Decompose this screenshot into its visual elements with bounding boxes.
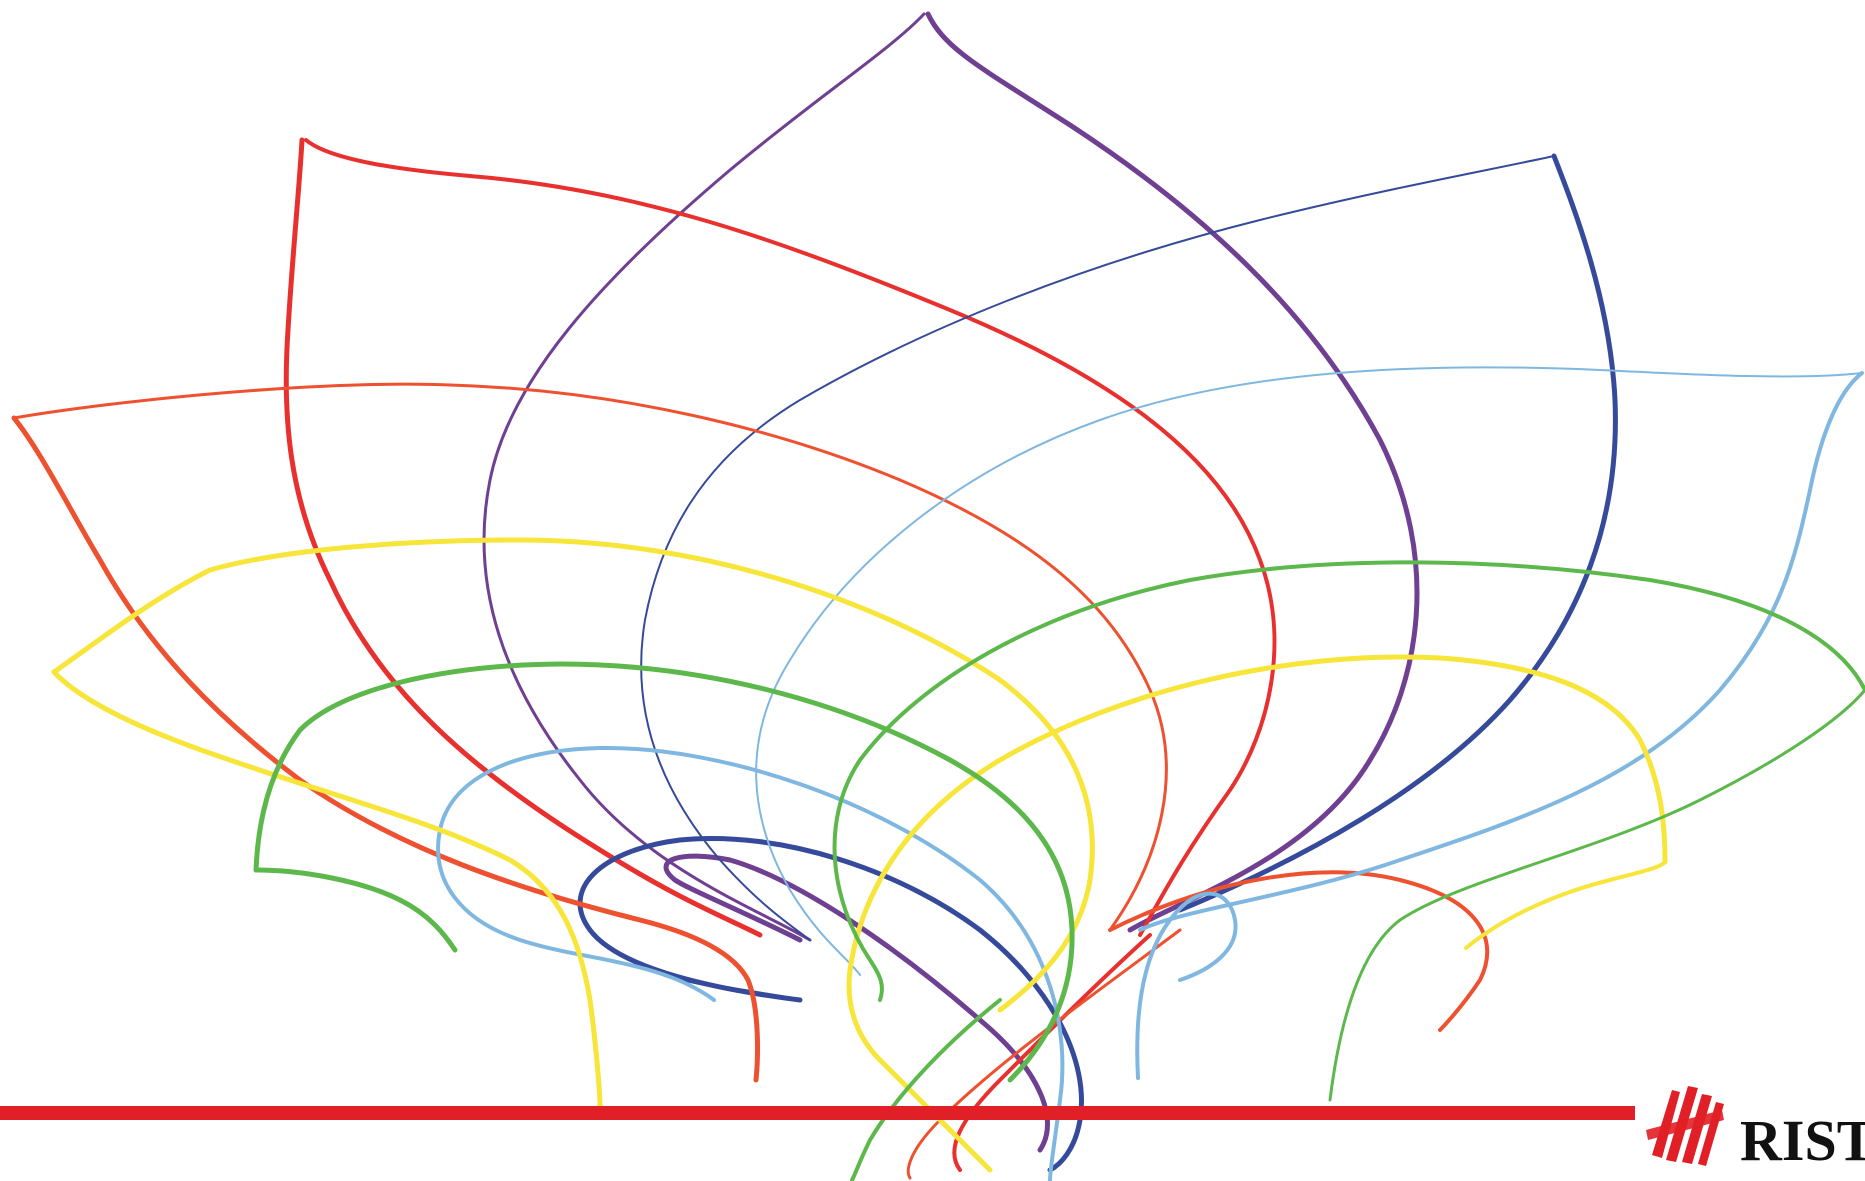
navy-left-hook (663, 973, 802, 1002)
yellow-right-curl (1464, 860, 1667, 950)
brand-logo-text: RISTO (1740, 1108, 1865, 1173)
orange-lower-crossing (906, 928, 1182, 1180)
sky-petal-right (1138, 371, 1864, 932)
red-petal-left (283, 137, 763, 938)
red-petal-top (304, 138, 1277, 937)
green-petal-right (832, 560, 1865, 1002)
lotus-line-art (11, 11, 1865, 1181)
navy-petal-top (640, 155, 1555, 941)
purple-petal-right (925, 11, 1420, 933)
yellow-petal-left (51, 537, 1095, 1013)
base-line (0, 1106, 1635, 1120)
yellow-petal-right (846, 654, 1668, 1173)
sky-left-loop (436, 745, 1065, 1181)
red-lower-coil (952, 933, 1152, 1172)
purple-petal-left (482, 12, 926, 942)
green-right-arc (1328, 688, 1865, 1102)
brand-mark-icon (1646, 1086, 1724, 1166)
orange-right-curl (1108, 870, 1490, 1032)
sky-petal-top (755, 366, 1863, 976)
yellow-petal-lower-left (51, 669, 603, 1108)
green-petal-left (253, 661, 1075, 1083)
brand-logo: RISTO (1646, 1086, 1865, 1173)
sky-small-curl (1135, 891, 1238, 1080)
green-left-hook (253, 867, 458, 953)
orange-petal-top (12, 382, 1168, 932)
green-lower-crossing (850, 998, 1002, 1181)
orange-petal-left (11, 415, 761, 1083)
navy-petal-right (1177, 153, 1618, 913)
navy-inner-loop (577, 835, 1084, 1173)
purple-inner-loop (663, 853, 1050, 1153)
